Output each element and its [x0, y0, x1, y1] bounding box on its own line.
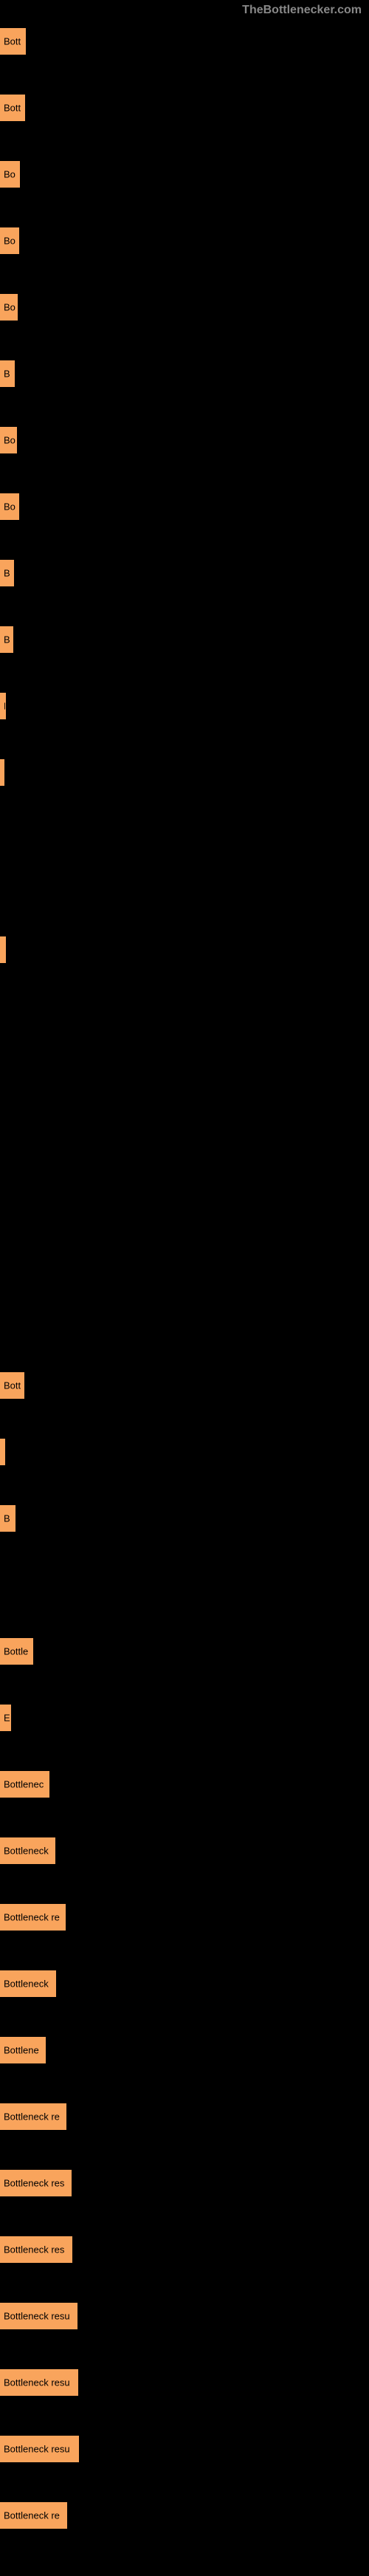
bar: B [0, 1505, 15, 1532]
bar: Bottleneck re [0, 1904, 66, 1931]
bar-label: Bo [4, 236, 15, 247]
bar-label: B [4, 568, 10, 579]
bar-label: B [4, 1513, 10, 1524]
bar-row: B [0, 1505, 369, 1535]
bar: Bottleneck re [0, 2103, 66, 2130]
bar: Bo [0, 161, 20, 188]
bar-row: Bottlene [0, 2037, 369, 2066]
site-title: TheBottlenecker.com [242, 4, 362, 16]
bar-label: B [4, 634, 10, 645]
bar: Bo [0, 294, 18, 321]
bar-row: B [0, 360, 369, 390]
bar-chart: Bott Bott Bo Bo Bo B Bo Bo B B B Bott B Bottle E Bottle… [0, 21, 369, 2576]
bar-label: Bo [4, 501, 15, 513]
bar-label: B [4, 369, 10, 380]
bar: Bott [0, 1372, 24, 1399]
bar-label: Bottle [4, 1646, 28, 1657]
bar: B [0, 693, 6, 719]
bar-label: Bott [4, 1380, 21, 1391]
bar [0, 759, 4, 786]
bar: Bottleneck [0, 1837, 55, 1864]
bar-label: B [4, 701, 6, 712]
bar: Bottleneck res [0, 2170, 72, 2196]
bar-label: Bottleneck resu [4, 2311, 70, 2322]
bar-label: Bottleneck [4, 1846, 49, 1857]
bar-row: Bottleneck re [0, 2502, 369, 2532]
bar-label: Bottleneck res [4, 2244, 64, 2255]
bar-label: Bottleneck re [4, 2111, 60, 2123]
bar-label: E [4, 1713, 10, 1724]
bar-label: Bott [4, 103, 21, 114]
bar: Bottlene [0, 2037, 46, 2063]
bar-label: Bottleneck res [4, 2178, 64, 2189]
bar-row: Bottleneck re [0, 2103, 369, 2133]
bar-label: Bottleneck resu [4, 2377, 70, 2388]
bar-row: Bo [0, 427, 369, 456]
bar: Bottleneck [0, 1970, 56, 1997]
bar: Bo [0, 427, 17, 453]
bar: Bottleneck res [0, 2236, 72, 2263]
bar-label: Bo [4, 435, 15, 446]
bar-row: Bott [0, 1372, 369, 1402]
bar-row: Bottleneck resu [0, 2303, 369, 2332]
bar: Bo [0, 493, 19, 520]
bar-label: Bottleneck re [4, 2510, 60, 2521]
bar: Bottlenec [0, 1771, 49, 1798]
bar: E [0, 1705, 11, 1731]
bar-label: Bottlene [4, 2045, 39, 2056]
bar-row: Bottleneck re [0, 1904, 369, 1933]
bar-row: B [0, 560, 369, 589]
bar: Bo [0, 227, 19, 254]
bar-row: Bottleneck res [0, 2236, 369, 2266]
bar: Bottleneck resu [0, 2303, 77, 2329]
bar-row [0, 936, 369, 966]
bar [0, 1439, 5, 1465]
bar: Bottleneck re [0, 2502, 67, 2529]
bar-row: Bo [0, 161, 369, 191]
bar: B [0, 626, 13, 653]
bar-row: B [0, 693, 369, 722]
bar: Bott [0, 95, 25, 121]
bar-row [0, 759, 369, 789]
bar-row: Bo [0, 294, 369, 323]
bar-row: Bott [0, 95, 369, 124]
bar: B [0, 360, 15, 387]
bar-row: Bott [0, 28, 369, 58]
bar-row: Bottleneck [0, 1837, 369, 1867]
bar: Bottleneck resu [0, 2369, 78, 2396]
bar-row: Bottleneck res [0, 2170, 369, 2199]
bar [0, 936, 6, 963]
bar-row: Bottleneck resu [0, 2436, 369, 2465]
bar-row: Bottleneck resu [0, 2369, 369, 2399]
bar-row: B [0, 626, 369, 656]
bar-row: Bottle [0, 1638, 369, 1668]
bar-row: Bo [0, 493, 369, 523]
bar-row: E [0, 1705, 369, 1734]
bar-label: Bott [4, 36, 21, 47]
bar-label: Bo [4, 169, 15, 180]
bar-row [0, 1439, 369, 1468]
bar-label: Bottlenec [4, 1779, 44, 1790]
bar-label: Bottleneck resu [4, 2444, 70, 2455]
bar-label: Bottleneck [4, 1979, 49, 1990]
bar-label: Bottleneck re [4, 1912, 60, 1923]
bar: B [0, 560, 14, 586]
bar: Bott [0, 28, 26, 55]
bar-row: Bottleneck [0, 1970, 369, 2000]
bar-row: Bottlenec [0, 1771, 369, 1801]
bar-row: Bo [0, 227, 369, 257]
site-header: TheBottlenecker.com [0, 0, 369, 21]
bar: Bottle [0, 1638, 33, 1665]
bar: Bottleneck resu [0, 2436, 79, 2462]
bar-label: Bo [4, 302, 15, 313]
